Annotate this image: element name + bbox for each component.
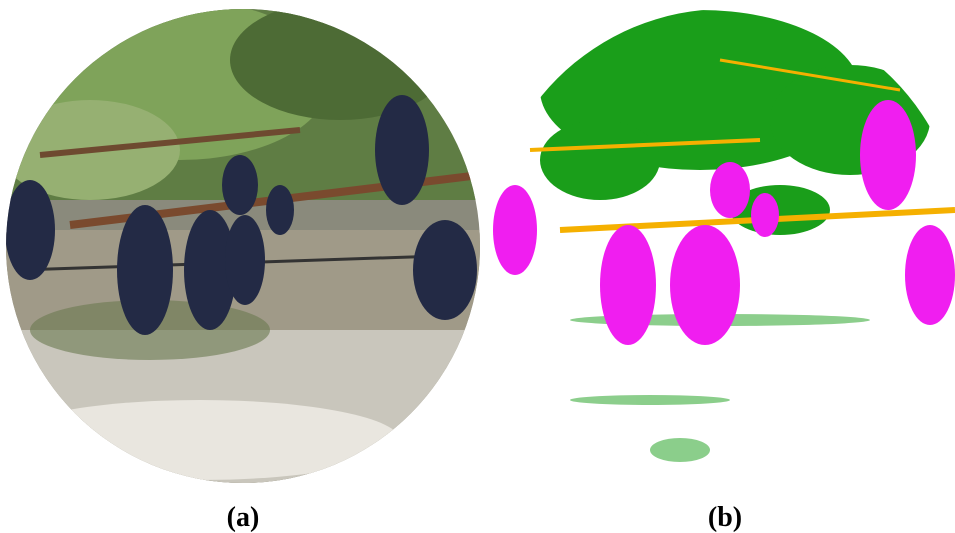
panel-label: (a) — [227, 502, 260, 533]
panel-label: (b) — [708, 502, 742, 533]
figure: (a) (b) — [0, 0, 955, 533]
photo-vineyard — [0, 0, 490, 490]
segmentation-map — [488, 0, 955, 490]
